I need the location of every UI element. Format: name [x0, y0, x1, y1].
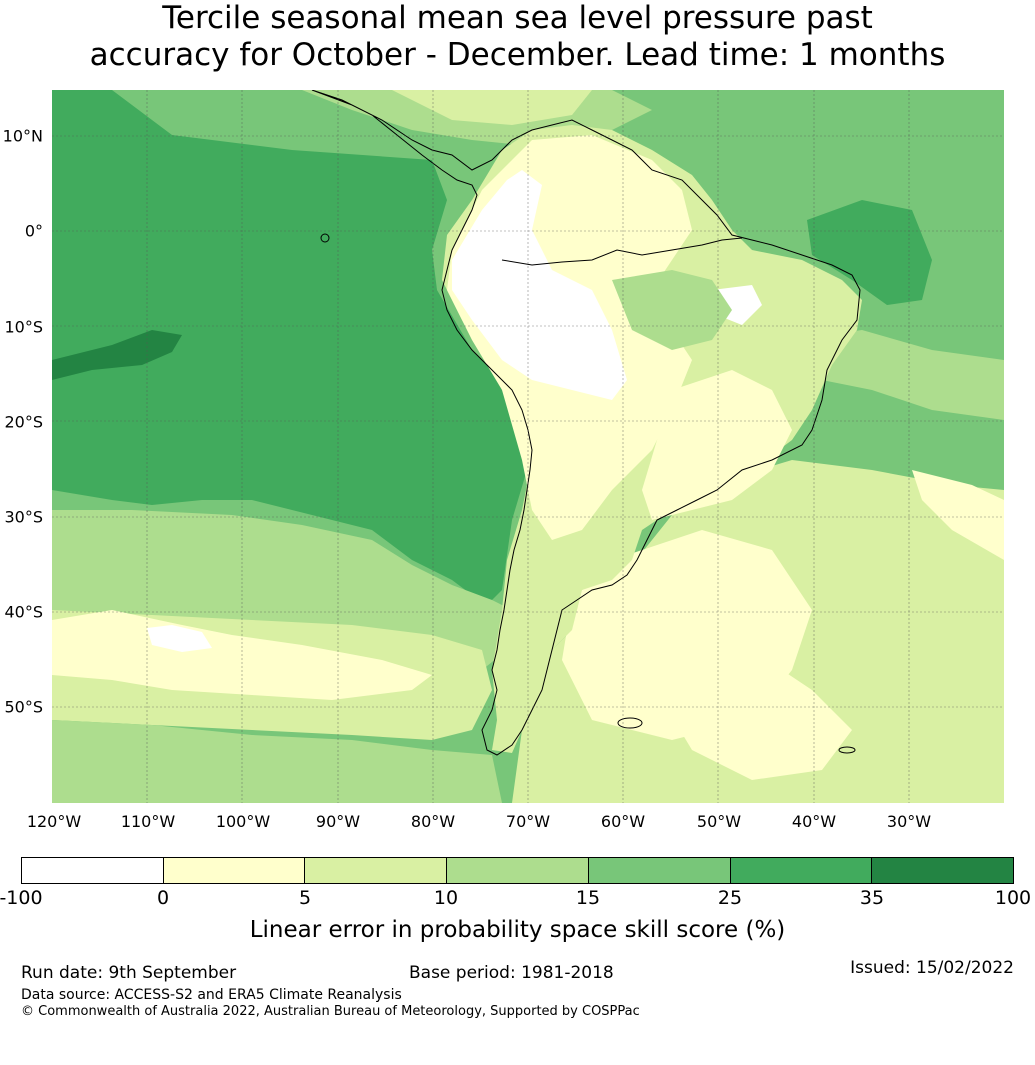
colorbar-segment [163, 858, 306, 883]
colorbar-segment [305, 858, 448, 883]
lat-tick: 30°S [4, 507, 43, 527]
lon-tick: 120°W [26, 812, 82, 831]
colorbar-segment [588, 858, 731, 883]
coastline [311, 90, 861, 756]
colorbar [21, 857, 1014, 884]
map-title: Tercile seasonal mean sea level pressure… [0, 0, 1035, 74]
field-band-pacific-dark-2 [52, 330, 182, 380]
lon-tick: 90°W [315, 812, 361, 831]
field-band-south-4 [52, 720, 502, 803]
field-band-atlantic-yellow-2 [912, 470, 1004, 560]
field-band-pacific-green [52, 90, 527, 600]
lat-tick: 0° [24, 221, 43, 241]
copyright: © Commonwealth of Australia 2022, Austra… [21, 1004, 640, 1019]
field-band-caribbean-yellow [392, 90, 592, 125]
colorbar-segment [447, 858, 589, 883]
colorbar-label: Linear error in probability space skill … [249, 917, 786, 943]
colorbar-tick: 10 [433, 887, 459, 909]
coastline-amazon [501, 237, 743, 266]
field-band-atlantic-green [807, 200, 932, 305]
colorbar-tick: 15 [575, 887, 601, 909]
field-continent-green [612, 270, 732, 350]
colorbar-segment [730, 858, 873, 883]
lon-tick: 60°W [600, 812, 646, 831]
colorbar-segment [22, 858, 164, 883]
field-band-atlantic-yellow-3 [662, 650, 852, 780]
lat-tick: 50°S [4, 697, 43, 717]
colorbar-tick: 0 [156, 887, 170, 909]
title-line-1: Tercile seasonal mean sea level pressure… [162, 0, 873, 36]
issued-date: Issued: 15/02/2022 [850, 958, 1014, 978]
lon-tick: 80°W [410, 812, 456, 831]
lon-tick: 70°W [505, 812, 551, 831]
data-source: Data source: ACCESS-S2 and ERA5 Climate … [21, 987, 402, 1003]
lat-tick: 10°N [2, 126, 43, 146]
colorbar-segment [872, 858, 1014, 883]
field-band-atlantic-north [792, 330, 1004, 420]
gridlines [52, 90, 1004, 803]
lon-tick: 30°W [886, 812, 932, 831]
lat-tick: 20°S [4, 412, 43, 432]
lat-tick: 10°S [4, 317, 43, 337]
lon-tick: 40°W [791, 812, 837, 831]
colorbar-tick: 25 [717, 887, 743, 909]
run-date: Run date: 9th September [21, 963, 237, 983]
title-line-2: accuracy for October - December. Lead ti… [89, 37, 946, 73]
field-band-south-white [147, 625, 212, 652]
lat-tick: 40°S [4, 602, 43, 622]
island-galapagos [320, 233, 330, 243]
field-continent-white [452, 170, 627, 400]
colorbar-tick: 100 [994, 887, 1032, 909]
colorbar-tick: 5 [298, 887, 312, 909]
base-period: Base period: 1981-2018 [409, 963, 614, 983]
lon-tick: 100°W [215, 812, 271, 831]
lon-tick: 110°W [120, 812, 176, 831]
skill-score-map [52, 90, 1004, 803]
lon-tick: 50°W [696, 812, 742, 831]
colorbar-tick: -100 [0, 887, 43, 909]
island-south-georgia [838, 746, 856, 754]
island-falklands [617, 717, 643, 729]
colorbar-tick: 35 [859, 887, 885, 909]
field-continent-yellow-2 [642, 370, 792, 520]
